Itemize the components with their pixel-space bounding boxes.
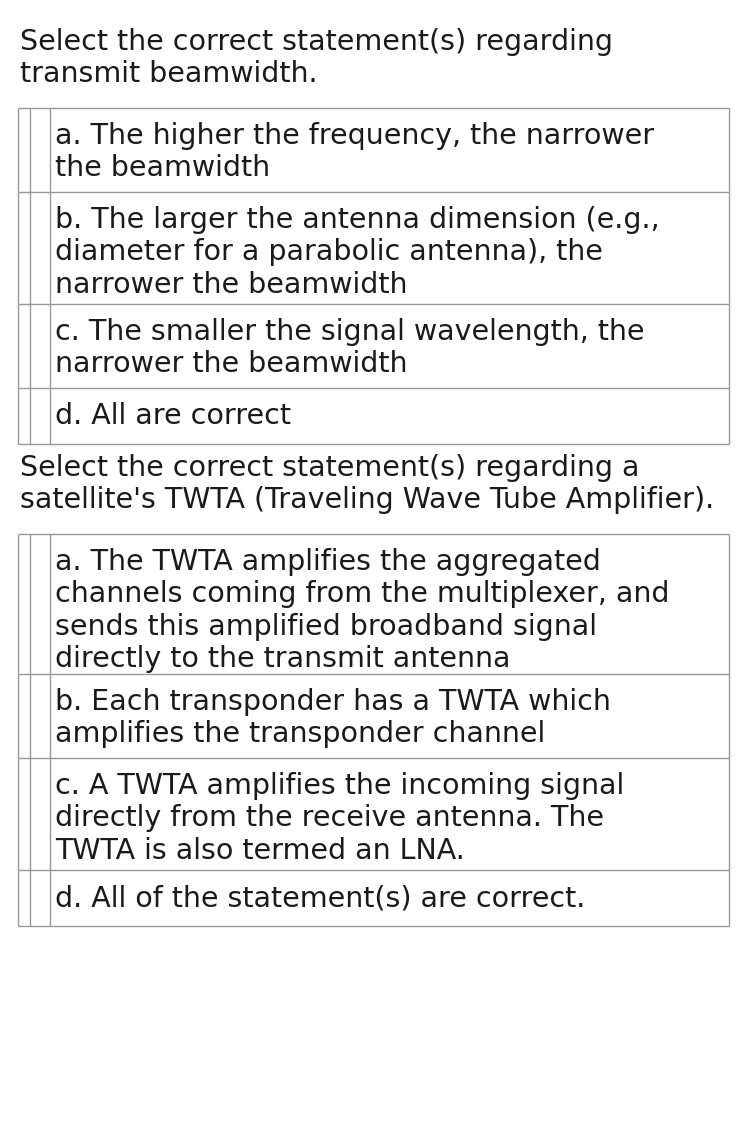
Text: b. Each transponder has a TWTA which
amplifies the transponder channel: b. Each transponder has a TWTA which amp…	[55, 688, 611, 748]
Text: c. The smaller the signal wavelength, the
narrower the beamwidth: c. The smaller the signal wavelength, th…	[55, 318, 645, 378]
Text: d. All are correct: d. All are correct	[55, 402, 291, 430]
Text: b. The larger the antenna dimension (e.g.,
diameter for a parabolic antenna), th: b. The larger the antenna dimension (e.g…	[55, 206, 660, 299]
Text: Select the correct statement(s) regarding
transmit beamwidth.: Select the correct statement(s) regardin…	[20, 28, 613, 88]
Text: c. A TWTA amplifies the incoming signal
directly from the receive antenna. The
T: c. A TWTA amplifies the incoming signal …	[55, 772, 624, 865]
Text: a. The higher the frequency, the narrower
the beamwidth: a. The higher the frequency, the narrowe…	[55, 122, 654, 182]
Text: a. The TWTA amplifies the aggregated
channels coming from the multiplexer, and
s: a. The TWTA amplifies the aggregated cha…	[55, 548, 669, 674]
Text: Select the correct statement(s) regarding a
satellite's TWTA (Traveling Wave Tub: Select the correct statement(s) regardin…	[20, 454, 714, 514]
Text: d. All of the statement(s) are correct.: d. All of the statement(s) are correct.	[55, 884, 586, 912]
